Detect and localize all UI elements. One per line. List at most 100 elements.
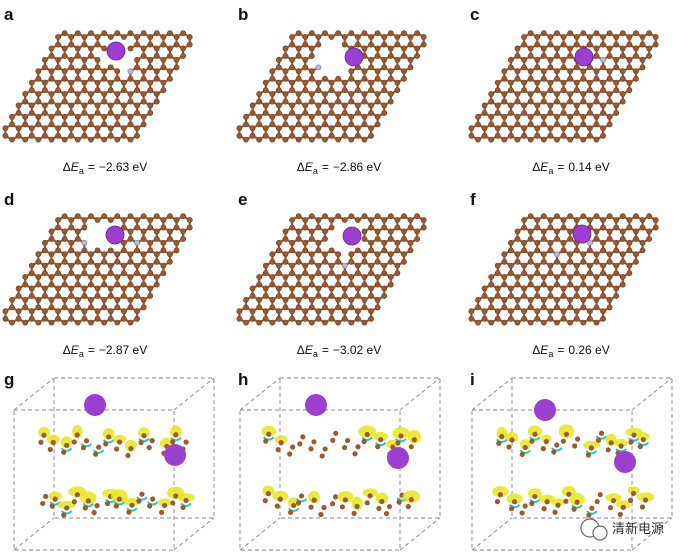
carbon-atom: [91, 510, 97, 516]
carbon-atom: [521, 262, 527, 269]
carbon-atom: [289, 247, 295, 254]
carbon-atom: [600, 110, 606, 116]
carbon-atom: [411, 437, 417, 443]
carbon-atom: [394, 262, 401, 269]
carbon-atom: [68, 125, 75, 132]
carbon-atom: [322, 251, 328, 258]
carbon-atom: [414, 53, 421, 59]
carbon-atom: [315, 41, 322, 48]
energy-value: −2.86 eV: [333, 160, 381, 174]
charge-density-box: [13, 377, 215, 551]
carbon-atom: [521, 79, 527, 86]
carbon-atom: [560, 132, 567, 139]
carbon-atom: [631, 432, 637, 438]
carbon-atom: [586, 512, 592, 518]
carbon-atom: [593, 274, 600, 280]
carbon-atom: [107, 87, 114, 94]
carbon-atom: [374, 98, 381, 105]
carbon-atom: [341, 132, 348, 139]
carbon-atom: [61, 121, 68, 128]
box-edge: [631, 517, 673, 551]
carbon-atom: [134, 64, 140, 71]
carbon-atom: [88, 319, 94, 326]
carbon-atom: [129, 502, 135, 508]
carbon-atom: [48, 75, 55, 82]
carbon-atom: [160, 87, 167, 94]
carbon-atom: [475, 304, 481, 311]
carbon-atom: [289, 315, 295, 322]
carbon-atom: [527, 121, 534, 128]
charge-depletion: [496, 438, 508, 443]
carbon-atom: [68, 110, 75, 116]
delta: Δ: [532, 160, 540, 174]
carbon-atom: [147, 64, 154, 71]
carbon-atom: [619, 68, 626, 75]
carbon-atom: [120, 247, 127, 254]
box-edge: [399, 377, 441, 411]
carbon-atom: [600, 125, 606, 132]
carbon-atom: [153, 68, 160, 75]
carbon-atom: [88, 251, 94, 258]
carbon-atom: [468, 125, 475, 132]
carbon-atom: [368, 262, 374, 269]
carbon-atom: [335, 274, 342, 280]
carbon-atom: [120, 239, 127, 246]
charge-accumulation: [177, 493, 195, 502]
carbon-atom: [532, 493, 538, 500]
carbon-atom: [256, 91, 263, 97]
carbon-atom: [42, 293, 48, 299]
carbon-atom: [61, 75, 68, 82]
carbon-atom: [101, 274, 108, 280]
carbon-atom: [374, 91, 381, 97]
carbon-atom: [575, 436, 581, 442]
carbon-atom: [88, 68, 94, 75]
carbon-atom: [302, 285, 309, 292]
carbon-atom: [94, 132, 101, 139]
charge-accumulation: [358, 425, 377, 438]
carbon-atom: [547, 102, 554, 109]
carbon-atom: [348, 136, 355, 143]
carbon-atom: [159, 509, 165, 516]
carbon-atom: [554, 281, 560, 288]
charge-accumulation: [627, 486, 640, 495]
carbon-atom: [606, 68, 613, 75]
carbon-atom: [348, 274, 355, 280]
carbon-atom: [94, 503, 100, 509]
variable: E: [540, 343, 549, 357]
energy-caption: ΔEa = −3.02 eV: [297, 343, 381, 359]
carbon-atom: [101, 30, 108, 37]
carbon-atom: [42, 102, 48, 109]
carbon-atom: [501, 136, 508, 143]
carbon-atom: [236, 315, 243, 322]
carbon-atom: [107, 110, 114, 116]
subscript: a: [313, 349, 318, 359]
box-edge: [471, 377, 513, 411]
carbon-atom: [361, 113, 368, 120]
potassium-atom: [572, 224, 592, 244]
box-edge: [239, 517, 281, 551]
carbon-atom: [127, 319, 134, 326]
carbon-atom: [300, 434, 306, 440]
carbon-atom: [160, 217, 167, 223]
panel-letter: g: [4, 370, 14, 389]
carbon-atom: [348, 251, 355, 258]
carbon-atom: [308, 213, 315, 220]
carbon-atom: [68, 56, 75, 63]
carbon-atom: [374, 45, 381, 52]
carbon-atom: [256, 296, 263, 303]
carbon-atom: [289, 87, 295, 94]
carbon-atom: [379, 498, 385, 505]
carbon-atom: [527, 91, 534, 97]
carbon-atom: [322, 136, 328, 143]
carbon-atom: [563, 431, 569, 437]
carbon-atom: [71, 499, 77, 505]
carbon-atom: [600, 293, 606, 299]
carbon-atom: [88, 45, 94, 52]
carbon-atom: [468, 132, 475, 139]
carbon-atom: [322, 75, 328, 82]
carbon-atom: [639, 247, 646, 254]
carbon-atom: [153, 228, 160, 235]
carbon-atom: [481, 293, 488, 299]
carbon-atom: [488, 281, 495, 288]
carbon-atom: [88, 274, 94, 280]
